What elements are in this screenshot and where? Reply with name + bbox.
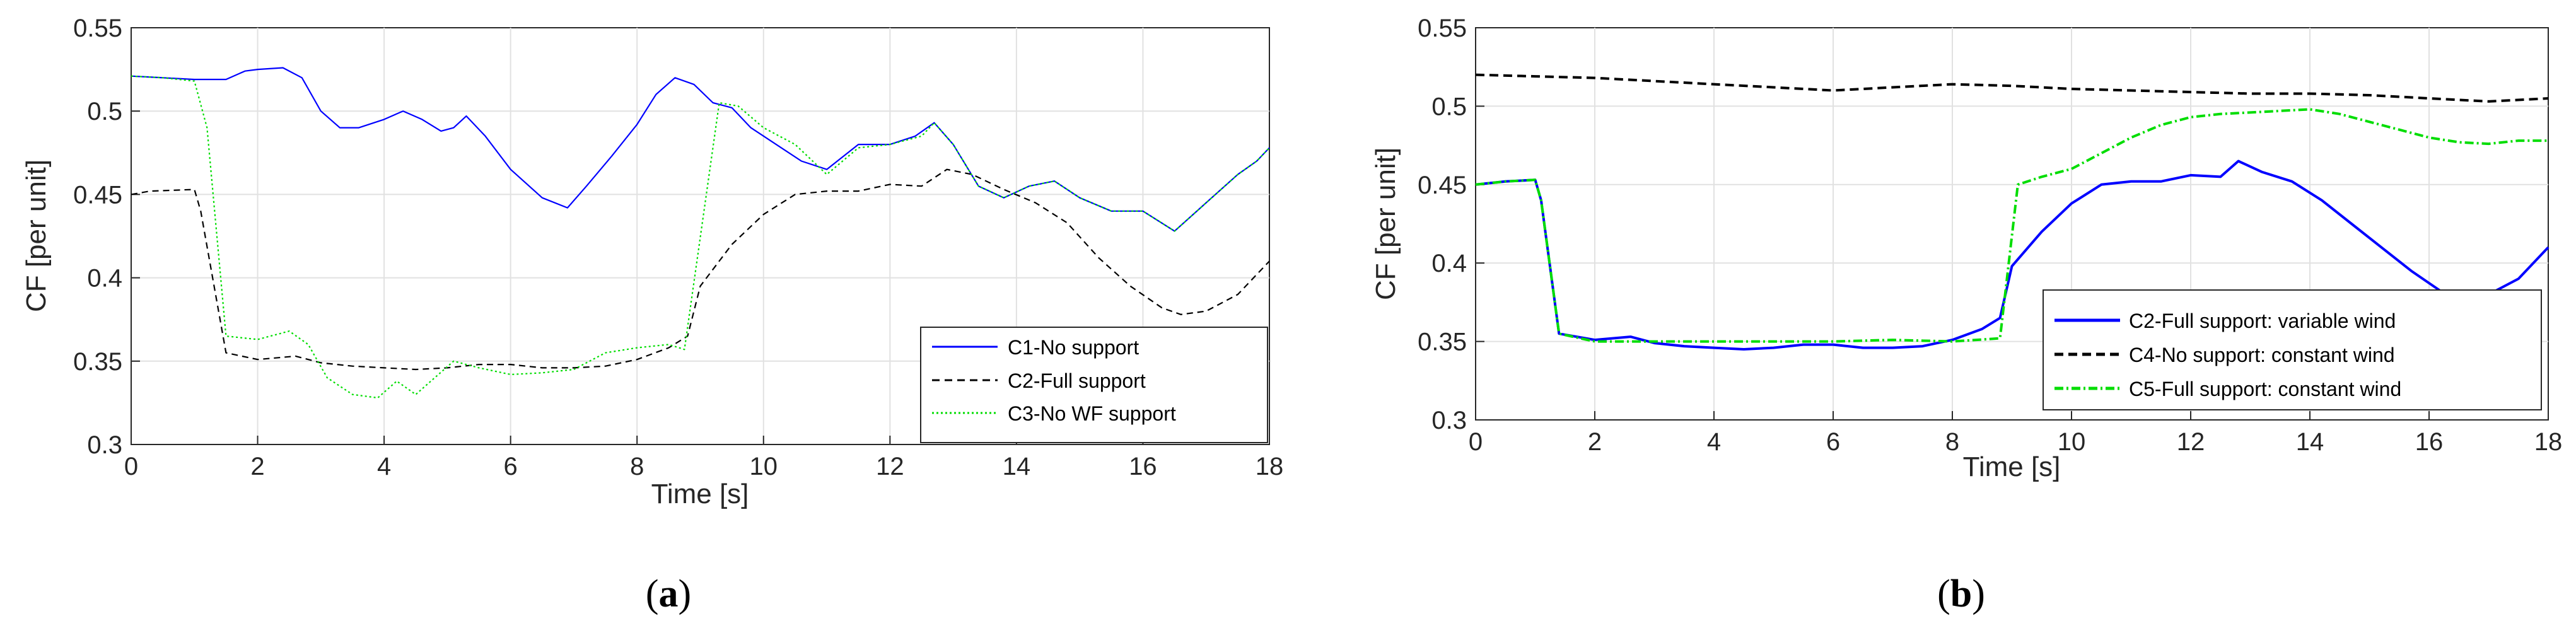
x-tick-labels-b: 0 2 4 6 8 10 12 14 16 18	[1469, 428, 2562, 456]
x-tick-label: 6	[1826, 428, 1840, 456]
y-tick-label: 0.3	[87, 431, 122, 459]
y-tick-labels-b: 0.3 0.35 0.4 0.45 0.5 0.55	[1418, 15, 1467, 434]
series-line-c5-full-support-constant-wind	[1475, 108, 2548, 343]
x-axis-label-a: Time [s]	[651, 479, 749, 509]
legend-label-c2-full-support: C2-Full support	[1008, 369, 1146, 392]
x-tick-label: 16	[1129, 453, 1157, 480]
y-tick-label: 0.35	[73, 348, 122, 376]
chart-panel-a: 0 2 4 6 8 10 12 14 16 18 0.3 0.35 0.4 0.45 0.5 0.55 Ti…	[21, 15, 1283, 615]
series-line-c1-no-support	[131, 67, 1270, 232]
x-tick-label: 16	[2415, 428, 2444, 456]
y-axis-label-a: CF [per unit]	[21, 160, 52, 312]
legend-label-c2-variable-wind: C2-Full support: variable wind	[2129, 310, 2396, 332]
y-tick-label: 0.4	[87, 265, 122, 293]
panel-caption-b: (b)	[1937, 572, 1985, 615]
series-line-c2-full-support	[131, 168, 1270, 371]
x-tick-label: 12	[876, 453, 904, 480]
series-line-c4-no-support-constant-wind	[1475, 73, 2549, 103]
y-tick-label: 0.5	[1431, 93, 1467, 120]
y-tick-label: 0.5	[87, 98, 122, 125]
legend-label-c1-no-support: C1-No support	[1008, 336, 1139, 359]
y-tick-label: 0.45	[73, 181, 122, 209]
x-tick-label: 2	[250, 453, 264, 480]
y-tick-label: 0.4	[1431, 250, 1467, 277]
y-tick-label: 0.55	[73, 15, 122, 42]
y-axis-label-b: CF [per unit]	[1370, 148, 1401, 300]
y-tick-label: 0.55	[1418, 15, 1467, 42]
x-tick-label: 18	[1256, 453, 1284, 480]
series-group-b	[1475, 73, 2550, 351]
x-tick-label: 8	[630, 453, 644, 480]
x-tick-label: 0	[124, 453, 138, 480]
chart-panel-b: 0 2 4 6 8 10 12 14 16 18 0.3 0.35 0.4 0.45 0.5 0.55 Ti…	[1370, 15, 2562, 615]
x-tick-labels-a: 0 2 4 6 8 10 12 14 16 18	[124, 453, 1283, 480]
y-tick-label: 0.45	[1418, 171, 1467, 199]
x-tick-label: 0	[1469, 428, 1483, 456]
panel-caption-a: (a)	[646, 572, 691, 615]
x-tick-label: 8	[1945, 428, 1959, 456]
y-tick-labels-a: 0.3 0.35 0.4 0.45 0.5 0.55	[73, 15, 122, 459]
legend-b: C2-Full support: variable wind C4-No sup…	[2043, 289, 2542, 410]
x-tick-label: 4	[377, 453, 391, 480]
x-axis-label-b: Time [s]	[1963, 451, 2061, 482]
x-tick-label: 14	[2296, 428, 2324, 456]
x-tick-label: 4	[1707, 428, 1721, 456]
y-tick-label: 0.3	[1431, 407, 1467, 434]
legend-label-c4-constant-wind: C4-No support: constant wind	[2129, 344, 2395, 366]
legend-label-c5-constant-wind: C5-Full support: constant wind	[2129, 378, 2401, 400]
x-tick-label: 14	[1003, 453, 1031, 480]
x-tick-label: 6	[504, 453, 518, 480]
series-line-c3-no-wf-support	[131, 75, 1270, 399]
x-tick-label: 10	[750, 453, 778, 480]
x-tick-label: 2	[1588, 428, 1602, 456]
x-tick-label: 18	[2534, 428, 2563, 456]
legend-box-b	[2043, 289, 2542, 410]
series-group-a	[131, 67, 1270, 399]
y-tick-label: 0.35	[1418, 328, 1467, 356]
x-tick-label: 12	[2177, 428, 2205, 456]
legend-label-c3-no-wf-support: C3-No WF support	[1008, 402, 1176, 425]
x-tick-label: 10	[2058, 428, 2086, 456]
legend-a: C1-No support C2-Full support C3-No WF s…	[920, 327, 1268, 443]
